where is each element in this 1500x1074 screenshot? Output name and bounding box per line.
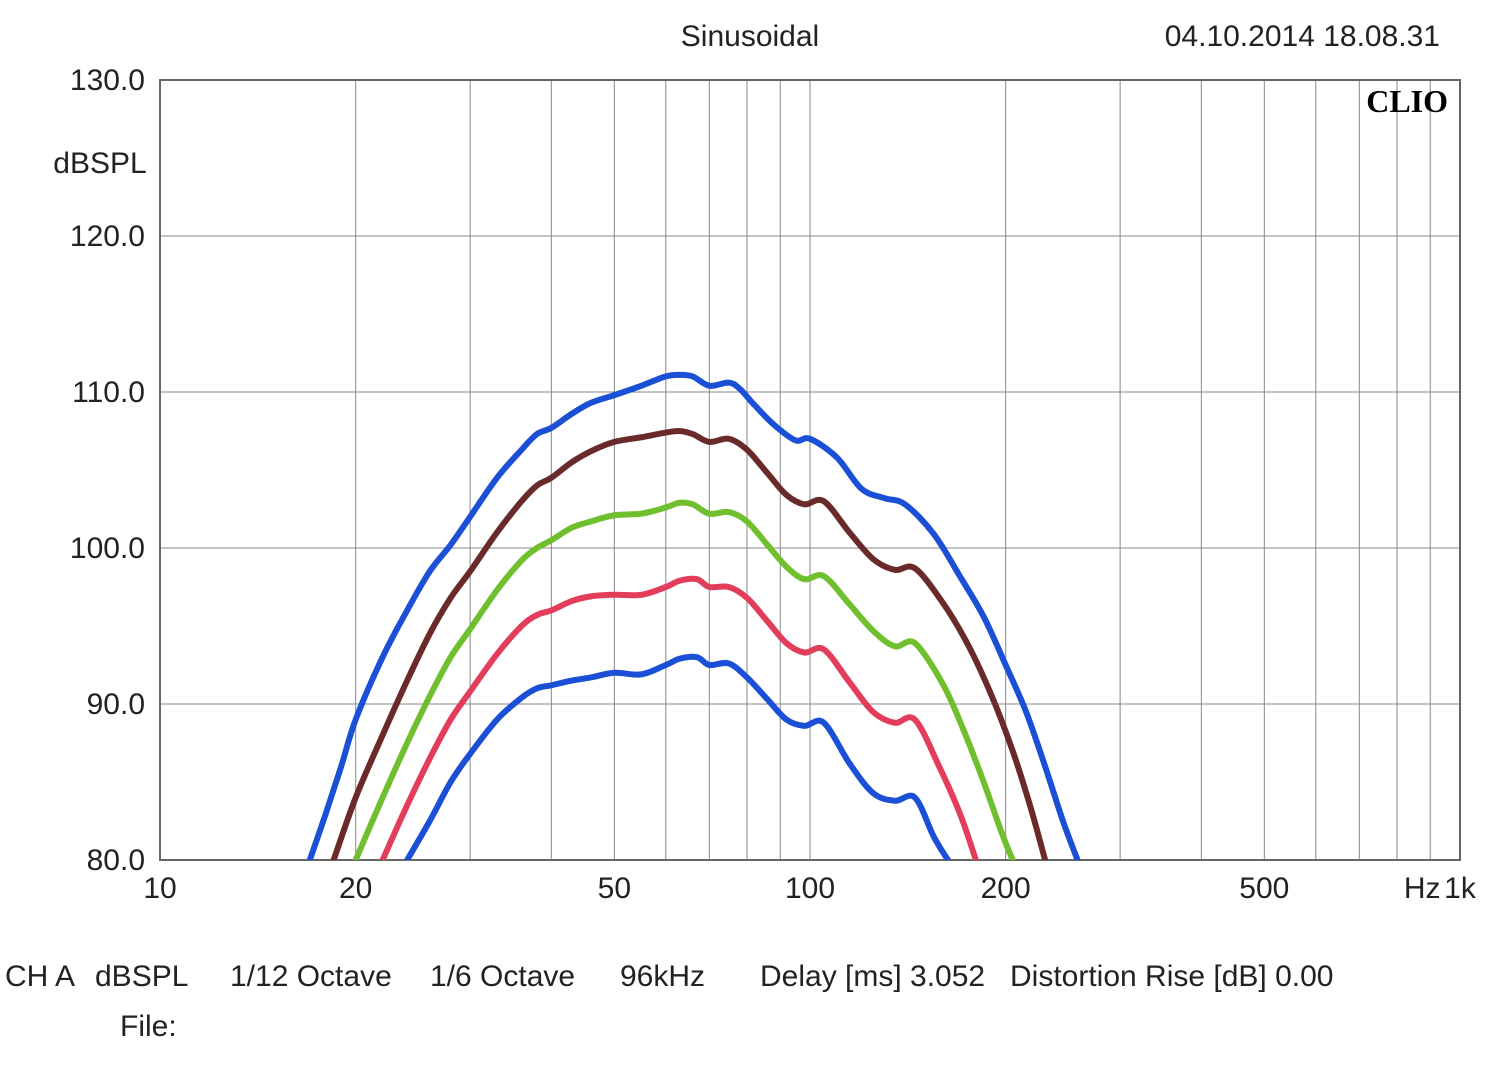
footer-item: 96kHz [620, 960, 705, 994]
footer-item: 1/12 Octave [230, 960, 392, 994]
x-tick-label: 20 [339, 872, 372, 905]
footer-item: Delay [ms] 3.052 [760, 960, 985, 994]
y-tick-label: 110.0 [72, 376, 145, 409]
x-tick-label: 100 [785, 872, 835, 905]
footer-item: dBSPL [95, 960, 188, 994]
footer-item: CH A [5, 960, 75, 994]
brand-label: CLIO [1366, 83, 1448, 119]
chart-datetime: 04.10.2014 18.08.31 [1165, 20, 1440, 54]
y-tick-label: 100.0 [70, 532, 145, 565]
y-tick-label: 120.0 [70, 220, 145, 253]
chart-svg: 80.0 90.0 100.0 110.0 120.0 130.0 dBSPL 10 20 50 1… [0, 0, 1500, 1074]
y-axis-unit: dBSPL [53, 147, 146, 180]
clio-chart: Sinusoidal 04.10.2014 18.08.31 80.0 90.0 1… [0, 0, 1500, 1074]
x-tick-label: 1k [1444, 872, 1477, 905]
footer-item: Distortion Rise [dB] 0.00 [1010, 960, 1333, 994]
x-axis-unit: Hz [1404, 872, 1441, 905]
footer-line-2: File: [120, 1010, 1500, 1044]
x-tick-label: 500 [1239, 872, 1289, 905]
y-tick-label: 130.0 [70, 64, 145, 97]
x-tick-label: 200 [981, 872, 1031, 905]
file-label: File: [120, 1010, 177, 1043]
chart-title: Sinusoidal [681, 20, 819, 54]
x-tick-label: 10 [143, 872, 176, 905]
footer-item: 1/6 Octave [430, 960, 575, 994]
x-tick-label: 50 [598, 872, 631, 905]
y-tick-label: 90.0 [87, 688, 145, 721]
y-tick-label: 80.0 [87, 844, 145, 877]
